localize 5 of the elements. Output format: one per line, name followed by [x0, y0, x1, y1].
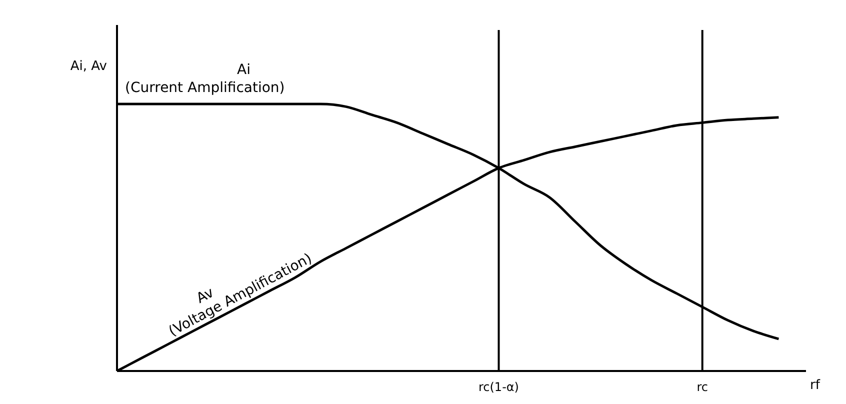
x-tick-label: rc [696, 380, 708, 394]
series-label: Ai (Current Amplification) [125, 62, 285, 96]
x-tick-label: rc(1-α) [478, 380, 520, 394]
y-axis-title: Ai, Av [70, 59, 108, 74]
x-axis-title: rf [810, 378, 820, 393]
